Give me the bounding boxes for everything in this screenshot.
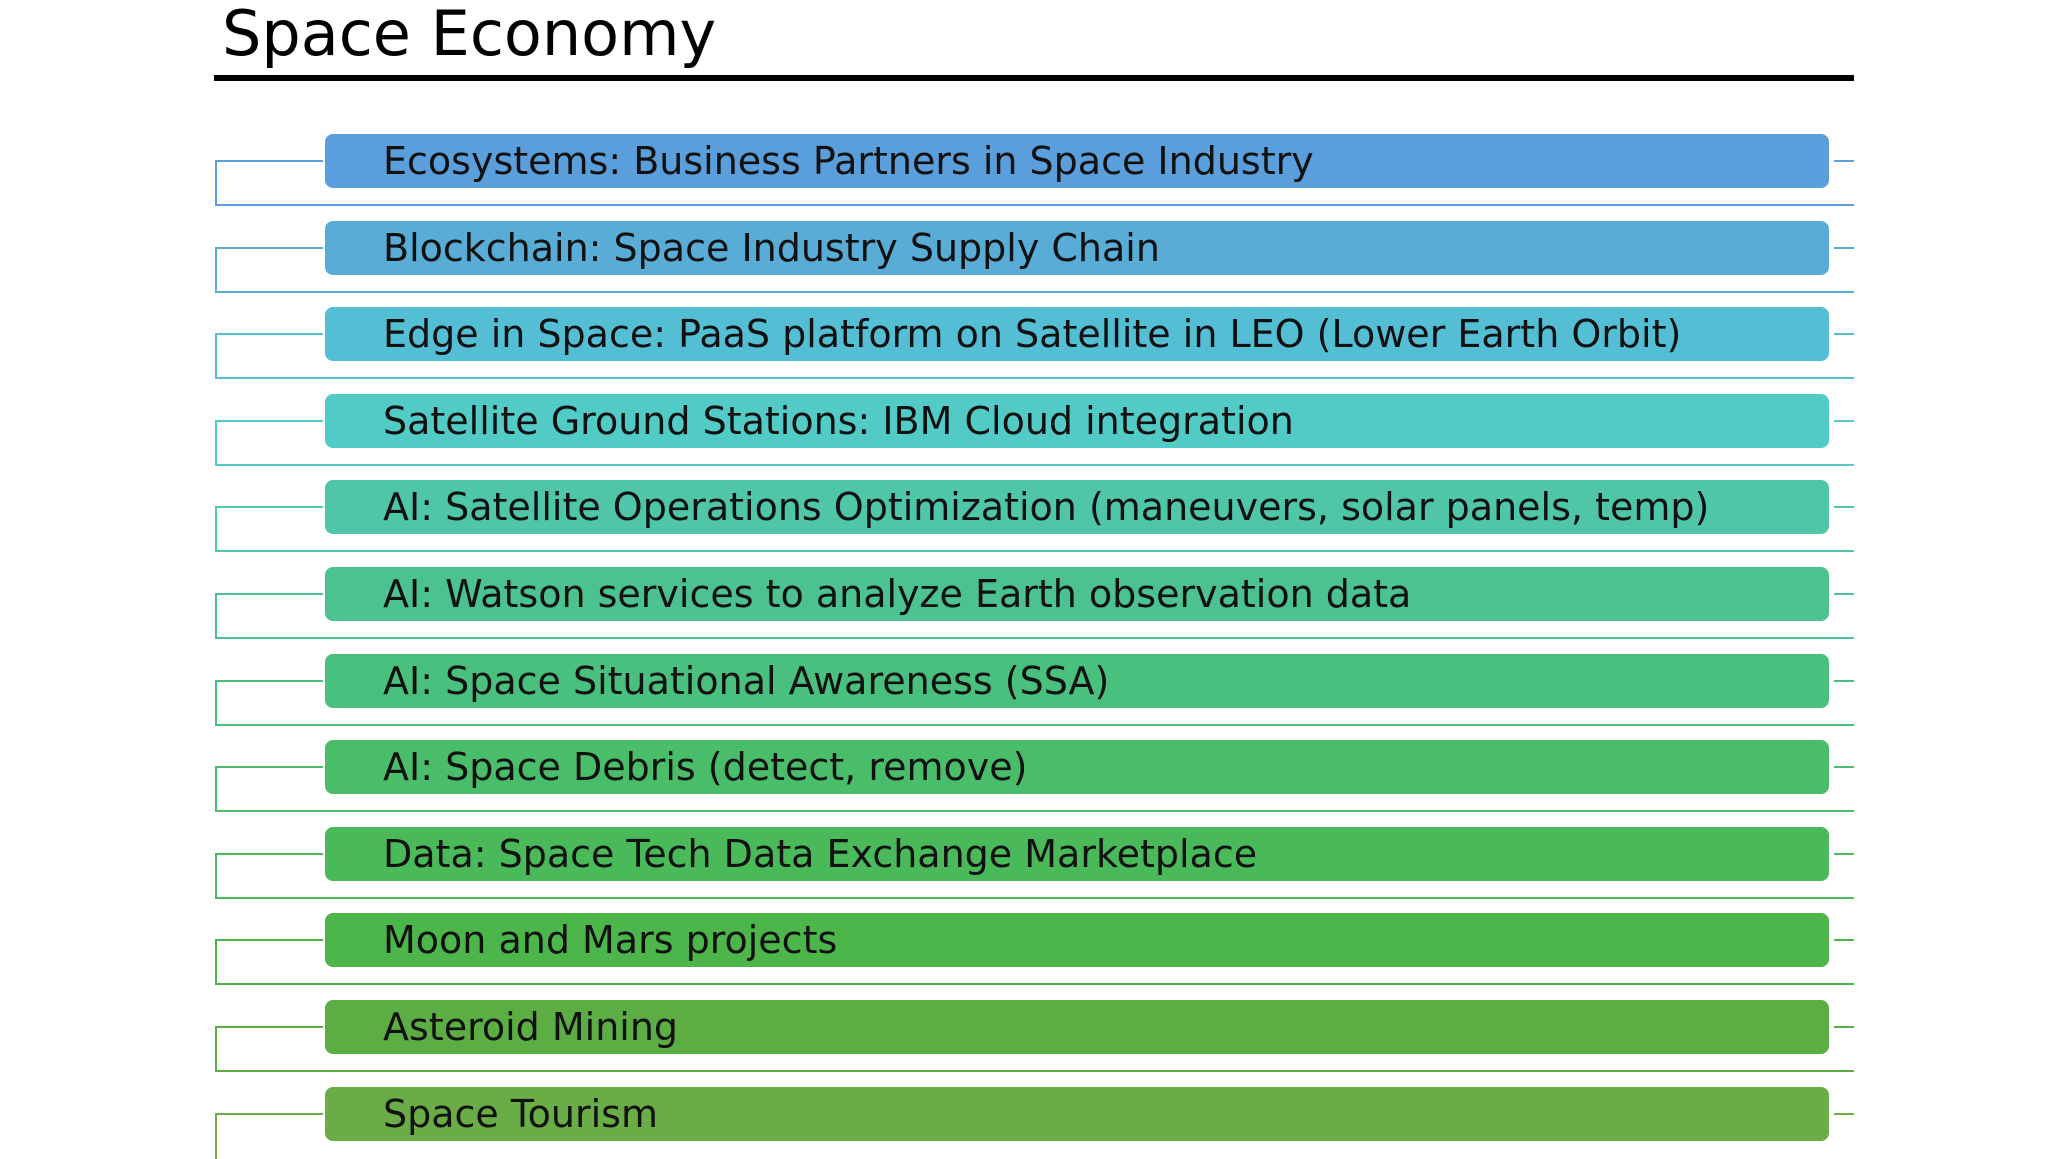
item-bar: Moon and Mars projects <box>325 913 1829 968</box>
connector-tail <box>1834 333 1854 336</box>
connector-bracket <box>215 679 323 726</box>
connector-bracket <box>215 333 323 380</box>
item-label: Satellite Ground Stations: IBM Cloud int… <box>383 398 1294 443</box>
item-label: Ecosystems: Business Partners in Space I… <box>383 139 1314 183</box>
page-title: Space Economy <box>222 0 717 70</box>
list-item: Data: Space Tech Data Exchange Marketpla… <box>0 826 2048 899</box>
connector-tail <box>1834 766 1854 769</box>
item-label: Asteroid Mining <box>383 1005 679 1049</box>
item-label: Moon and Mars projects <box>383 918 838 963</box>
connector-tail <box>1834 506 1854 509</box>
connector-line <box>323 810 1854 813</box>
connector-tail <box>1834 1112 1854 1115</box>
item-bar: Ecosystems: Business Partners in Space I… <box>325 134 1829 188</box>
item-label: Edge in Space: PaaS platform on Satellit… <box>383 312 1682 357</box>
item-bar: Blockchain: Space Industry Supply Chain <box>325 220 1829 275</box>
connector-tail <box>1834 160 1854 162</box>
item-label: Blockchain: Space Industry Supply Chain <box>383 225 1160 270</box>
connector-tail <box>1834 419 1854 422</box>
item-label: Space Tourism <box>383 1091 658 1136</box>
connector-bracket <box>215 852 323 899</box>
list-item: AI: Space Situational Awareness (SSA) <box>0 653 2048 726</box>
connector-tail <box>1834 593 1854 595</box>
connector-line <box>323 290 1854 293</box>
item-label: AI: Watson services to analyze Earth obs… <box>383 572 1412 616</box>
connector-line <box>323 377 1854 380</box>
connector-tail <box>1834 1026 1854 1028</box>
item-bar: Edge in Space: PaaS platform on Satellit… <box>325 307 1829 362</box>
connector-bracket <box>215 419 323 466</box>
item-bar: Space Tourism <box>325 1086 1829 1141</box>
list-item: Asteroid Mining <box>0 1000 2048 1072</box>
list-item: AI: Watson services to analyze Earth obs… <box>0 567 2048 639</box>
connector-tail <box>1834 246 1854 249</box>
item-bar: Satellite Ground Stations: IBM Cloud int… <box>325 393 1829 448</box>
connector-tail <box>1834 852 1854 855</box>
item-bar: Data: Space Tech Data Exchange Marketpla… <box>325 826 1829 881</box>
connector-line <box>323 1070 1854 1072</box>
list-item: Ecosystems: Business Partners in Space I… <box>0 134 2048 206</box>
item-label: AI: Space Situational Awareness (SSA) <box>383 658 1110 703</box>
list-item: Space Tourism <box>0 1086 2048 1159</box>
item-bar: AI: Space Situational Awareness (SSA) <box>325 653 1829 708</box>
connector-bracket <box>215 593 323 639</box>
list-item: Edge in Space: PaaS platform on Satellit… <box>0 307 2048 380</box>
list-item: Moon and Mars projects <box>0 913 2048 986</box>
list-item: Satellite Ground Stations: IBM Cloud int… <box>0 393 2048 466</box>
connector-bracket <box>215 939 323 986</box>
connector-bracket <box>215 1112 323 1159</box>
item-bar: AI: Space Debris (detect, remove) <box>325 740 1829 795</box>
title-underline <box>214 75 1854 81</box>
connector-bracket <box>215 506 323 553</box>
connector-line <box>323 204 1854 206</box>
connector-bracket <box>215 766 323 813</box>
connector-line <box>323 896 1854 899</box>
item-bar: Asteroid Mining <box>325 1000 1829 1054</box>
list-item: AI: Space Debris (detect, remove) <box>0 740 2048 813</box>
item-bar: AI: Watson services to analyze Earth obs… <box>325 567 1829 621</box>
connector-line <box>323 550 1854 553</box>
connector-line <box>323 637 1854 639</box>
list-item: AI: Satellite Operations Optimization (m… <box>0 480 2048 553</box>
list-item: Blockchain: Space Industry Supply Chain <box>0 220 2048 293</box>
connector-line <box>323 723 1854 726</box>
connector-tail <box>1834 939 1854 942</box>
connector-bracket <box>215 246 323 293</box>
item-bar: AI: Satellite Operations Optimization (m… <box>325 480 1829 535</box>
item-label: Data: Space Tech Data Exchange Marketpla… <box>383 831 1258 876</box>
item-label: AI: Satellite Operations Optimization (m… <box>383 485 1710 530</box>
connector-bracket <box>215 160 323 206</box>
connector-line <box>323 463 1854 466</box>
connector-bracket <box>215 1026 323 1072</box>
connector-line <box>323 983 1854 986</box>
connector-tail <box>1834 679 1854 682</box>
item-label: AI: Space Debris (detect, remove) <box>383 745 1028 790</box>
